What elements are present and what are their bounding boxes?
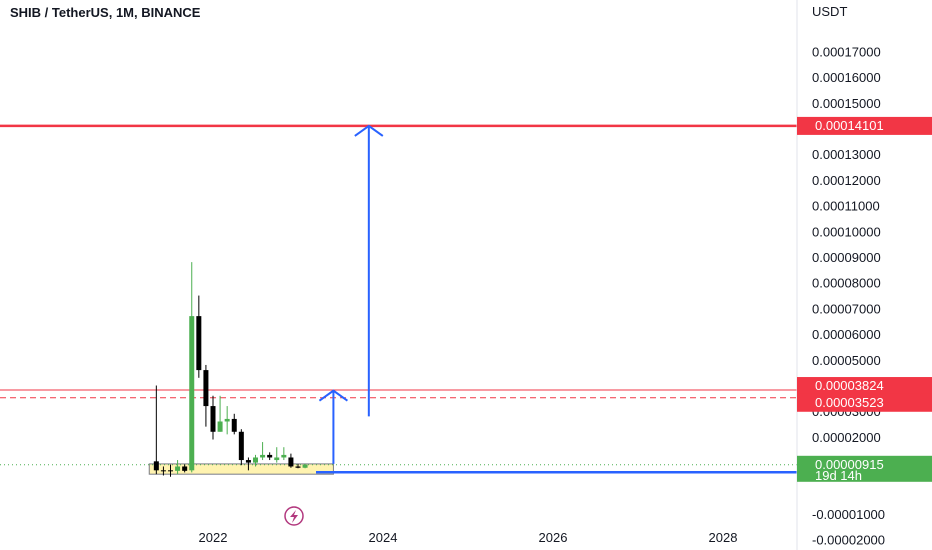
candle-body-3 bbox=[175, 466, 181, 471]
y-tick-1: -0.00001000 bbox=[812, 507, 885, 522]
y-tick-12: 0.00013000 bbox=[812, 147, 881, 162]
y-tick-10: 0.00011000 bbox=[812, 199, 880, 214]
price-unit-label: USDT bbox=[812, 4, 847, 19]
y-tick-13: 0.00015000 bbox=[812, 96, 881, 111]
price-label-1: 0.00003824 bbox=[815, 378, 884, 393]
lightning-icon[interactable] bbox=[284, 506, 304, 526]
candle-body-16 bbox=[267, 454, 273, 458]
candle-body-9 bbox=[217, 421, 223, 432]
candle-body-0 bbox=[153, 461, 159, 471]
price-label-bg-2 bbox=[797, 393, 932, 412]
horizontal-lines bbox=[0, 124, 797, 474]
y-tick-4: 0.00005000 bbox=[812, 353, 881, 368]
candle-body-4 bbox=[182, 466, 188, 471]
candle-body-14 bbox=[253, 457, 258, 463]
target-arrows bbox=[318, 124, 384, 464]
candle-body-18 bbox=[281, 454, 287, 458]
candle-body-13 bbox=[245, 460, 251, 463]
y-tick-6: 0.00007000 bbox=[812, 301, 881, 316]
x-tick-2: 2026 bbox=[539, 530, 568, 545]
price-labels: 0.000141010.000038240.000035230.00000625… bbox=[797, 116, 932, 483]
y-tick-14: 0.00016000 bbox=[812, 70, 881, 85]
y-tick-15: 0.00017000 bbox=[812, 44, 881, 59]
candle-body-7 bbox=[203, 370, 209, 407]
y-tick-7: 0.00008000 bbox=[812, 276, 881, 291]
price-label-bg-4 bbox=[797, 455, 932, 482]
candle-body-10 bbox=[224, 418, 230, 422]
arrow-head-0 bbox=[318, 389, 348, 402]
x-axis-ticks: 2022 2024 2026 2028 bbox=[199, 530, 738, 545]
candles bbox=[153, 262, 308, 477]
arrow-head-1 bbox=[354, 124, 384, 137]
y-axis-ticks: -0.00002000-0.000010000.000020000.000030… bbox=[812, 44, 885, 547]
x-tick-1: 2024 bbox=[369, 530, 398, 545]
y-tick-0: -0.00002000 bbox=[812, 533, 885, 548]
candle-body-11 bbox=[231, 418, 237, 432]
candle-body-1 bbox=[160, 470, 166, 472]
x-tick-0: 2022 bbox=[199, 530, 228, 545]
candle-body-17 bbox=[274, 457, 280, 461]
y-tick-11: 0.00012000 bbox=[812, 173, 881, 188]
price-label-4: 0.00000915 bbox=[815, 457, 884, 472]
y-tick-5: 0.00006000 bbox=[812, 327, 881, 342]
y-tick-8: 0.00009000 bbox=[812, 250, 881, 265]
price-label-2: 0.00003523 bbox=[815, 395, 884, 410]
candle-body-15 bbox=[260, 454, 266, 458]
candle-body-8 bbox=[210, 406, 216, 432]
price-label-bg-1 bbox=[797, 377, 932, 396]
candle-body-20 bbox=[295, 466, 301, 468]
candle-body-6 bbox=[196, 316, 202, 371]
price-label-bg-0 bbox=[797, 116, 932, 135]
x-tick-3: 2028 bbox=[709, 530, 738, 545]
chart-title: SHIB / TetherUS, 1M, BINANCE bbox=[10, 5, 201, 20]
candle-body-21 bbox=[302, 464, 308, 468]
y-tick-9: 0.00010000 bbox=[812, 224, 881, 239]
price-label-0: 0.00014101 bbox=[815, 118, 884, 133]
countdown-label: 19d 14h bbox=[815, 468, 862, 483]
candle-body-5 bbox=[189, 316, 195, 471]
candle-body-2 bbox=[168, 470, 173, 472]
y-tick-2: 0.00002000 bbox=[812, 430, 881, 445]
candle-body-12 bbox=[238, 431, 244, 461]
candle-body-19 bbox=[288, 457, 294, 467]
